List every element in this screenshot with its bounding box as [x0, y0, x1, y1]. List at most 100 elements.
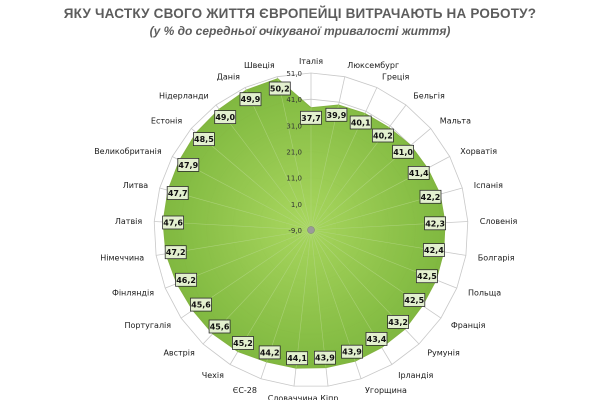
radar-center [307, 226, 315, 234]
category-label: Швеція [244, 61, 275, 70]
value-label: 43,4 [365, 331, 388, 346]
value-label-text: 42,3 [425, 219, 445, 228]
category-label: Чехія [202, 371, 224, 380]
value-label: 45,6 [190, 297, 212, 312]
value-label-text: 43,9 [315, 354, 335, 363]
radar-spoke [246, 89, 312, 231]
value-label-box [365, 331, 388, 346]
value-label: 39,9 [325, 107, 348, 122]
category-label: Кіпр [320, 394, 338, 400]
radar-spoke [310, 229, 423, 306]
value-label: 37,7 [300, 110, 322, 125]
value-label-text: 47,2 [166, 248, 186, 257]
value-label: 47,9 [177, 157, 200, 172]
category-label: ЄС-28 [233, 386, 257, 395]
value-label: 42,4 [422, 243, 445, 258]
tick-label: 51,0 [286, 70, 302, 78]
value-label-text: 43,2 [388, 318, 408, 327]
radar-spoke [196, 132, 312, 231]
category-label: Ірландія [398, 371, 433, 380]
radar-spoke [310, 229, 327, 368]
value-label-box [300, 110, 322, 125]
value-label: 46,2 [175, 272, 198, 287]
value-label-box [214, 110, 237, 124]
category-label: Фінляндія [112, 289, 154, 298]
value-label: 45,6 [208, 319, 231, 334]
value-label-box [313, 350, 336, 365]
value-label-text: 43,4 [367, 335, 387, 344]
value-label: 42,5 [415, 269, 438, 284]
radar-spoke [310, 229, 406, 330]
value-label: 45,2 [232, 336, 254, 350]
category-label: Німеччина [100, 253, 144, 262]
value-label-text: 47,9 [178, 161, 198, 170]
value-label-text: 41,0 [393, 148, 413, 157]
value-label-box [175, 272, 198, 287]
radar-value-labels: 37,7 39,940,140,241,041,442,242,342,442,5… [162, 81, 447, 366]
radar-spoke [310, 127, 390, 231]
series-area [162, 78, 446, 369]
value-label-box [166, 186, 189, 200]
value-label-box [258, 345, 281, 360]
category-label: Іспанія [474, 181, 503, 190]
radar-spoke [310, 229, 437, 281]
value-label-text: 42,2 [421, 193, 441, 202]
value-label: 42,3 [424, 216, 447, 231]
value-label-text: 47,6 [163, 219, 183, 228]
category-label: Польща [468, 289, 501, 298]
radar-spoke [310, 229, 444, 253]
value-label-text: 48,5 [194, 135, 214, 144]
tick-label: 41,0 [286, 96, 302, 104]
value-label-box [415, 269, 438, 284]
radar-spoke [179, 160, 312, 231]
radar-spoke [310, 229, 356, 362]
value-label-text: 42,5 [404, 296, 424, 305]
value-label-box [371, 128, 394, 143]
category-label: Мальта [440, 117, 471, 126]
value-label-text: 46,2 [176, 276, 196, 285]
value-label-text: 41,4 [409, 169, 429, 178]
radar-spoke [310, 104, 339, 231]
radar-spoke [218, 109, 312, 231]
value-label: 47,2 [164, 245, 187, 260]
category-label: Нідерланди [159, 92, 209, 101]
value-label: 41,4 [407, 165, 430, 180]
radar-series [162, 78, 446, 369]
value-label: 47,7 [166, 186, 189, 200]
value-label-text: 45,2 [233, 339, 253, 348]
category-label: Великобританія [94, 147, 162, 156]
value-label-box [164, 245, 187, 260]
radar-spoke [237, 229, 312, 352]
value-label: 50,2 [268, 81, 291, 96]
value-label-box [325, 107, 348, 122]
value-label-text: 44,1 [287, 354, 307, 363]
value-label-box [341, 344, 363, 359]
value-label-box [419, 189, 442, 204]
radar-spoke [212, 229, 312, 334]
category-label: Латвія [115, 217, 143, 226]
radar-spoke [176, 229, 312, 284]
value-label-box [424, 216, 447, 231]
value-label: 43,9 [341, 344, 363, 359]
category-label: Франція [451, 321, 486, 330]
radar-spoke [310, 229, 382, 348]
value-label-text: 39,9 [327, 111, 347, 120]
category-label: Греція [382, 73, 410, 82]
value-label-box [239, 92, 262, 107]
category-label: Бельгія [413, 92, 445, 101]
value-label-box [403, 293, 426, 307]
value-label-text: 42,4 [424, 246, 444, 255]
value-label: 49,0 [214, 110, 237, 124]
radar-spoke [167, 190, 312, 231]
tick-label: 21,0 [286, 149, 302, 157]
radar-spoke [295, 229, 312, 369]
chart-title: ЯКУ ЧАСТКУ СВОГО ЖИТТЯ ЄВРОПЕЙЦІ ВИТРАЧА… [63, 6, 537, 21]
value-label-text: 49,0 [215, 113, 235, 122]
category-label: Австрія [163, 349, 195, 358]
category-label: Данія [217, 73, 241, 82]
category-label: Італія [299, 57, 323, 66]
category-label: Литва [123, 181, 149, 190]
value-label-box [192, 132, 215, 147]
value-label-box [162, 215, 185, 230]
